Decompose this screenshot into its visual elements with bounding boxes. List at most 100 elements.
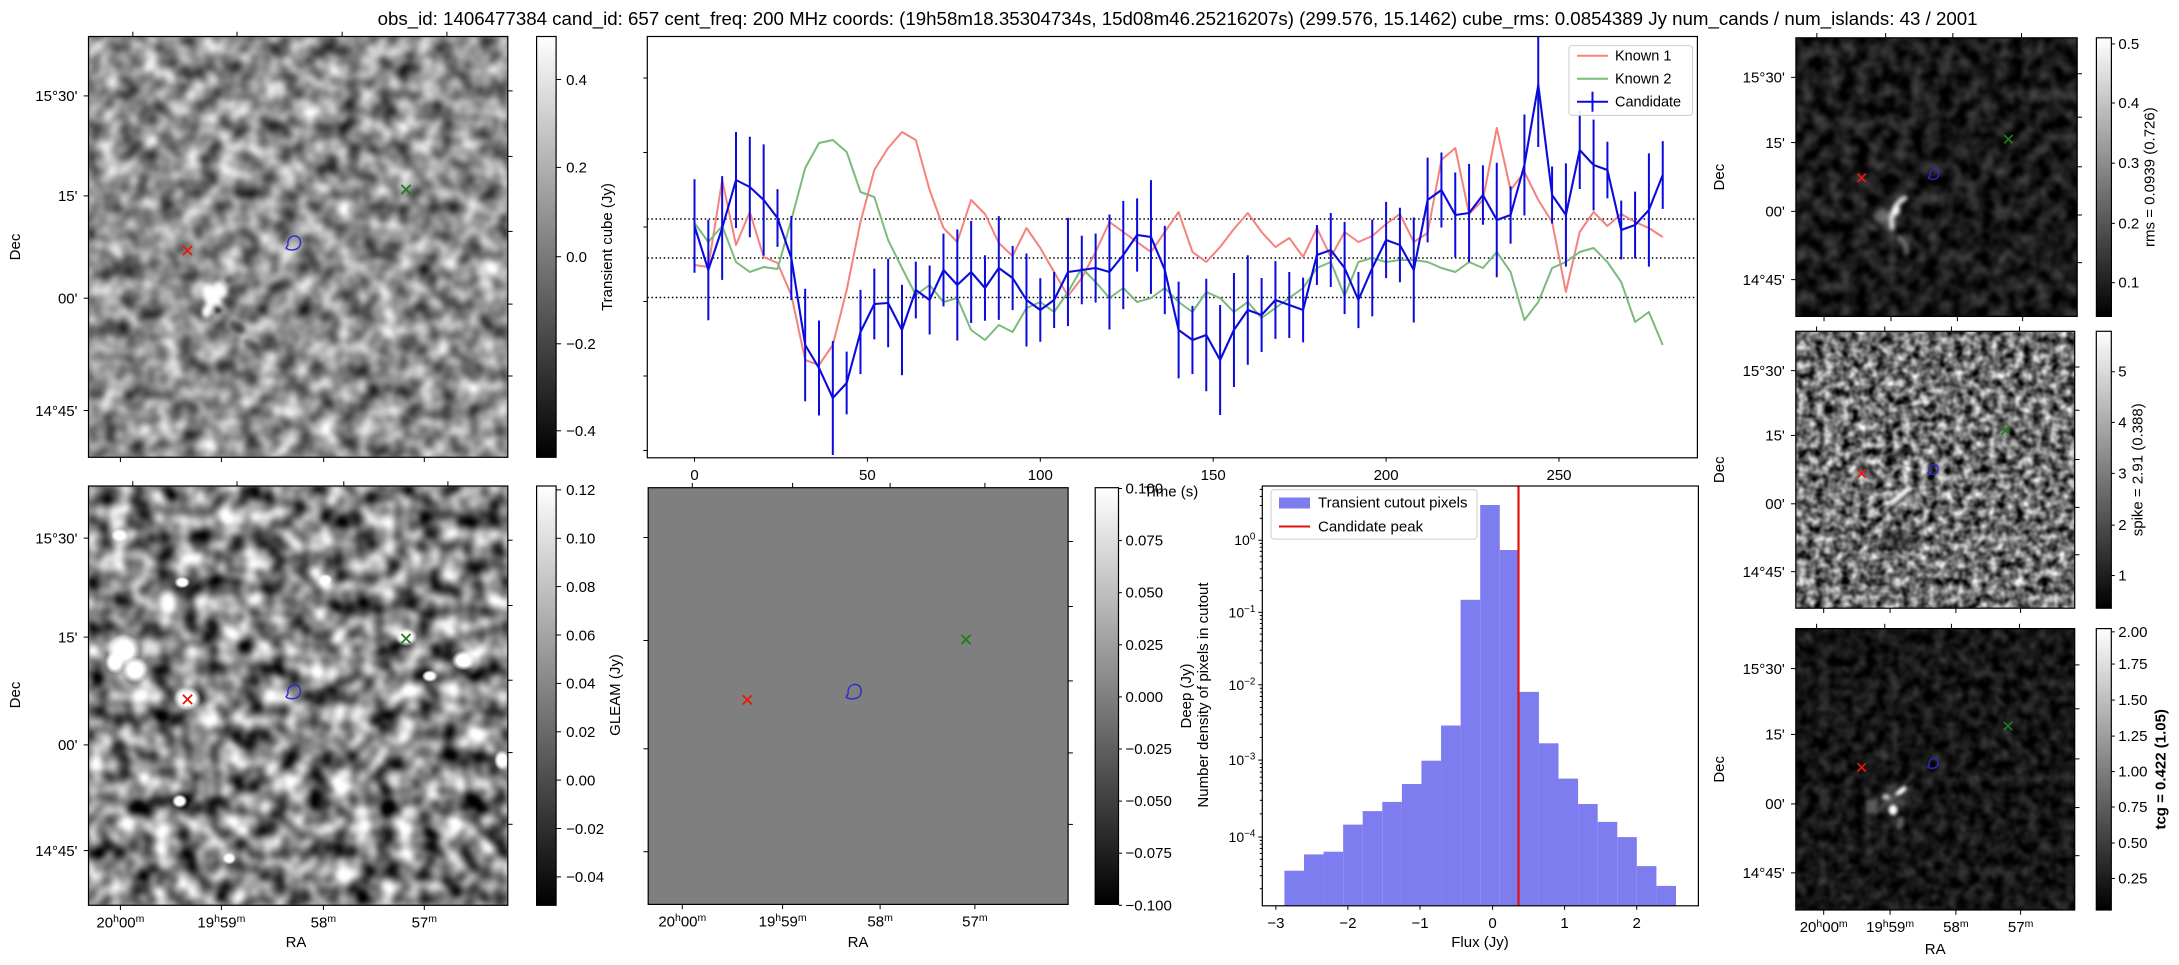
svg-text:19h59m: 19h59m <box>197 913 245 931</box>
svg-text:−0.02: −0.02 <box>566 821 604 838</box>
svg-text:00': 00' <box>1765 496 1785 513</box>
svg-text:15°30': 15°30' <box>1743 363 1785 380</box>
svg-text:15': 15' <box>1765 727 1785 744</box>
svg-text:58m: 58m <box>311 913 337 931</box>
svg-text:0: 0 <box>1488 915 1496 932</box>
svg-text:GLEAM (Jy): GLEAM (Jy) <box>607 654 624 736</box>
svg-text:0.075: 0.075 <box>1126 533 1164 550</box>
svg-text:10−3: 10−3 <box>1229 752 1256 769</box>
svg-text:2: 2 <box>1633 915 1641 932</box>
svg-text:0.4: 0.4 <box>566 72 587 89</box>
svg-text:−0.025: −0.025 <box>1126 741 1172 758</box>
svg-text:00': 00' <box>58 291 78 308</box>
svg-text:3: 3 <box>2118 465 2126 482</box>
svg-text:100: 100 <box>1028 467 1053 484</box>
svg-text:1.50: 1.50 <box>2118 692 2147 709</box>
svg-text:0.2: 0.2 <box>2118 215 2139 232</box>
svg-text:rms = 0.0939 (0.726): rms = 0.0939 (0.726) <box>2141 107 2158 247</box>
svg-text:20h00m: 20h00m <box>96 913 144 931</box>
svg-text:0.0: 0.0 <box>566 249 587 266</box>
svg-text:Dec: Dec <box>7 233 24 260</box>
svg-text:−2: −2 <box>1339 915 1356 932</box>
svg-text:58m: 58m <box>1943 918 1969 936</box>
svg-text:200: 200 <box>1374 467 1399 484</box>
svg-text:15': 15' <box>58 629 78 646</box>
svg-text:1.75: 1.75 <box>2118 656 2147 673</box>
svg-text:1.00: 1.00 <box>2118 764 2147 781</box>
svg-text:4: 4 <box>2118 414 2126 431</box>
svg-text:0.1: 0.1 <box>2118 275 2139 292</box>
svg-text:2: 2 <box>2118 517 2126 534</box>
svg-text:0.050: 0.050 <box>1126 585 1164 602</box>
svg-text:1: 1 <box>2118 568 2126 585</box>
svg-text:19h59m: 19h59m <box>759 912 807 930</box>
svg-text:Transient cube (Jy): Transient cube (Jy) <box>599 183 616 311</box>
svg-text:−0.4: −0.4 <box>566 423 596 440</box>
svg-text:15°30': 15°30' <box>35 88 77 105</box>
svg-text:57m: 57m <box>412 913 438 931</box>
svg-text:5: 5 <box>2118 364 2126 381</box>
svg-text:0.10: 0.10 <box>566 531 595 548</box>
svg-text:0.5: 0.5 <box>2118 36 2139 53</box>
svg-text:−1: −1 <box>1411 915 1428 932</box>
svg-text:15': 15' <box>1765 428 1785 445</box>
svg-text:00': 00' <box>58 737 78 754</box>
svg-text:0.2: 0.2 <box>566 160 587 177</box>
svg-text:RA: RA <box>1925 941 1946 958</box>
svg-text:10−4: 10−4 <box>1229 829 1256 846</box>
svg-text:−0.2: −0.2 <box>566 336 596 353</box>
svg-text:−0.075: −0.075 <box>1126 845 1172 862</box>
svg-text:14°45': 14°45' <box>1743 272 1785 289</box>
svg-text:00': 00' <box>1765 796 1785 813</box>
svg-text:00': 00' <box>1765 204 1785 221</box>
svg-text:Dec: Dec <box>7 681 24 708</box>
svg-text:0.3: 0.3 <box>2118 155 2139 172</box>
svg-text:0.000: 0.000 <box>1126 689 1164 706</box>
svg-text:Dec: Dec <box>1711 755 1728 782</box>
svg-text:100: 100 <box>1234 532 1256 549</box>
svg-text:RA: RA <box>286 934 307 951</box>
svg-text:Candidate: Candidate <box>1615 95 1681 111</box>
svg-text:50: 50 <box>859 467 876 484</box>
svg-text:spike = 2.91 (0.388): spike = 2.91 (0.388) <box>2129 403 2146 536</box>
svg-text:0: 0 <box>690 467 698 484</box>
svg-text:−0.100: −0.100 <box>1126 897 1172 914</box>
svg-text:15°30': 15°30' <box>1743 70 1785 87</box>
svg-text:20h00m: 20h00m <box>658 912 706 930</box>
svg-text:0.75: 0.75 <box>2118 799 2147 816</box>
svg-text:0.02: 0.02 <box>566 724 595 741</box>
svg-text:0.100: 0.100 <box>1126 481 1164 498</box>
svg-text:0.08: 0.08 <box>566 579 595 596</box>
svg-text:RA: RA <box>848 934 869 951</box>
svg-text:Time (s): Time (s) <box>1144 484 1198 501</box>
svg-text:−0.04: −0.04 <box>566 869 604 886</box>
svg-text:0.12: 0.12 <box>566 482 595 499</box>
svg-text:−3: −3 <box>1267 915 1284 932</box>
svg-text:Deep (Jy): Deep (Jy) <box>1178 663 1195 728</box>
svg-text:14°45': 14°45' <box>1743 564 1785 581</box>
svg-text:15°30': 15°30' <box>35 530 77 547</box>
svg-text:2.00: 2.00 <box>2118 624 2147 641</box>
svg-text:0.06: 0.06 <box>566 627 595 644</box>
svg-text:0.00: 0.00 <box>566 772 595 789</box>
svg-text:−0.050: −0.050 <box>1126 793 1172 810</box>
svg-text:0.025: 0.025 <box>1126 637 1164 654</box>
svg-text:15°30': 15°30' <box>1743 661 1785 678</box>
svg-text:150: 150 <box>1201 467 1226 484</box>
svg-text:Number density of pixels in cu: Number density of pixels in cutout <box>1195 582 1212 808</box>
svg-text:Dec: Dec <box>1711 456 1728 483</box>
svg-text:14°45': 14°45' <box>35 843 77 860</box>
svg-text:Known 1: Known 1 <box>1615 49 1671 65</box>
svg-text:0.4: 0.4 <box>2118 95 2139 112</box>
svg-text:10−2: 10−2 <box>1229 676 1256 693</box>
svg-text:1.25: 1.25 <box>2118 728 2147 745</box>
svg-text:57m: 57m <box>962 912 988 930</box>
svg-text:obs_id: 1406477384 cand_id: 65: obs_id: 1406477384 cand_id: 657 cent_fre… <box>378 8 1978 30</box>
svg-text:Transient cutout pixels: Transient cutout pixels <box>1318 495 1468 512</box>
svg-text:58m: 58m <box>867 912 893 930</box>
svg-text:0.25: 0.25 <box>2118 871 2147 888</box>
svg-text:Known 2: Known 2 <box>1615 72 1671 88</box>
svg-text:Candidate peak: Candidate peak <box>1318 519 1424 536</box>
svg-text:15': 15' <box>58 188 78 205</box>
svg-text:250: 250 <box>1546 467 1571 484</box>
